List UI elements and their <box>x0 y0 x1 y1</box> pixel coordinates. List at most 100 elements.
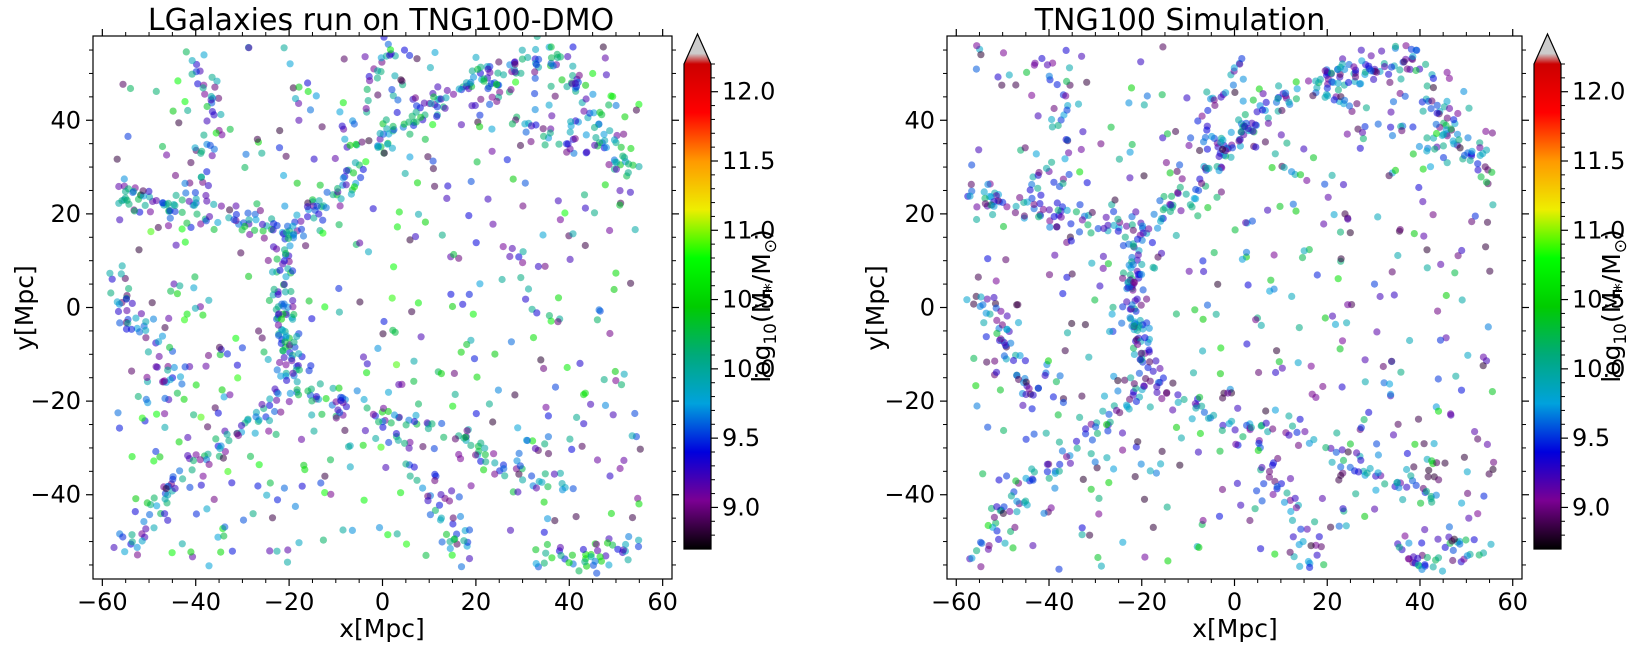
scatter-point <box>1344 78 1353 87</box>
scatter-point <box>341 426 349 434</box>
scatter-point <box>318 123 326 131</box>
scatter-point <box>1046 223 1054 231</box>
scatter-point <box>358 138 366 146</box>
scatter-point <box>164 516 172 524</box>
scatter-point <box>377 443 385 451</box>
scatter-point <box>1094 553 1102 562</box>
scatter-point <box>1163 130 1172 138</box>
scatter-point <box>1395 543 1403 551</box>
scatter-point <box>1163 503 1171 511</box>
scatter-point <box>477 95 485 103</box>
scatter-point <box>547 43 555 51</box>
scatter-point <box>363 404 371 412</box>
scatter-point <box>1285 98 1293 106</box>
scatter-point <box>1077 145 1085 154</box>
scatter-point <box>245 272 253 280</box>
scatter-point <box>1085 353 1093 361</box>
scatter-point <box>124 319 132 327</box>
scatter-point <box>1274 454 1282 463</box>
scatter-point <box>110 543 118 552</box>
scatter-point <box>594 547 602 555</box>
scatter-point <box>1001 539 1009 547</box>
scatter-point <box>602 143 611 152</box>
scatter-point <box>516 141 525 150</box>
scatter-point <box>1074 100 1083 108</box>
scatter-point <box>1285 431 1293 439</box>
scatter-point <box>1125 99 1133 107</box>
scatter-point <box>1034 112 1042 120</box>
scatter-point <box>1123 401 1131 409</box>
scatter-point <box>1110 221 1118 229</box>
scatter-point <box>413 476 421 484</box>
scatter-point <box>1172 127 1180 136</box>
scatter-point <box>438 419 446 428</box>
scatter-point <box>1425 466 1433 474</box>
scatter-point <box>304 79 312 87</box>
scatter-point <box>1007 339 1015 347</box>
scatter-point <box>1376 292 1384 301</box>
scatter-point <box>252 413 260 421</box>
scatter-point <box>1012 477 1020 485</box>
scatter-point <box>131 508 139 516</box>
scatter-point <box>491 350 499 358</box>
scatter-point <box>275 331 283 340</box>
scatter-point <box>264 256 272 265</box>
scatter-point <box>1034 184 1042 192</box>
scatter-point <box>979 470 987 478</box>
scatter-point <box>1422 487 1431 495</box>
scatter-point <box>1119 269 1128 277</box>
scatter-point <box>1159 43 1167 51</box>
scatter-point <box>1433 101 1441 109</box>
scatter-point <box>519 259 527 267</box>
scatter-point <box>1232 440 1240 448</box>
scatter-point <box>1320 220 1328 228</box>
scatter-point <box>401 169 409 178</box>
scatter-point <box>1454 109 1462 118</box>
scatter-point <box>304 387 312 395</box>
scatter-point <box>398 77 406 85</box>
scatter-point <box>429 157 437 165</box>
scatter-point <box>513 457 521 465</box>
scatter-point <box>424 153 432 161</box>
scatter-point <box>488 93 496 101</box>
scatter-point <box>166 214 174 222</box>
scatter-point <box>1050 213 1058 221</box>
scatter-point <box>635 500 643 508</box>
scatter-point <box>1418 98 1426 106</box>
scatter-point <box>281 288 290 296</box>
scatter-point <box>450 250 458 259</box>
scatter-point <box>1254 446 1262 454</box>
scatter-point <box>1343 130 1351 138</box>
scatter-point <box>364 97 372 105</box>
scatter-point <box>1479 362 1487 370</box>
scatter-point <box>258 334 266 342</box>
scatter-point <box>540 132 548 140</box>
scatter-point <box>1300 247 1308 255</box>
scatter-point <box>124 132 132 140</box>
scatter-point <box>493 97 501 105</box>
scatter-point <box>1335 476 1343 484</box>
scatter-point <box>593 456 602 464</box>
scatter-point <box>610 285 618 294</box>
scatter-point <box>1185 267 1193 275</box>
scatter-point <box>197 413 205 421</box>
colorbar-tick-label: 9.5 <box>1572 424 1610 452</box>
scatter-point <box>1063 329 1072 337</box>
scatter-point <box>1310 436 1318 444</box>
scatter-point <box>199 311 207 319</box>
scatter-point <box>581 241 589 250</box>
scatter-point <box>312 393 321 401</box>
scatter-point <box>1288 422 1297 430</box>
scatter-point <box>137 310 145 318</box>
scatter-point <box>1448 537 1456 545</box>
scatter-point <box>258 220 267 228</box>
scatter-point <box>126 84 135 93</box>
scatter-point <box>175 438 183 446</box>
scatter-point <box>406 153 414 161</box>
scatter-point <box>509 175 517 183</box>
scatter-point <box>293 211 301 219</box>
scatter-point <box>1307 362 1315 370</box>
scatter-point <box>603 539 612 547</box>
